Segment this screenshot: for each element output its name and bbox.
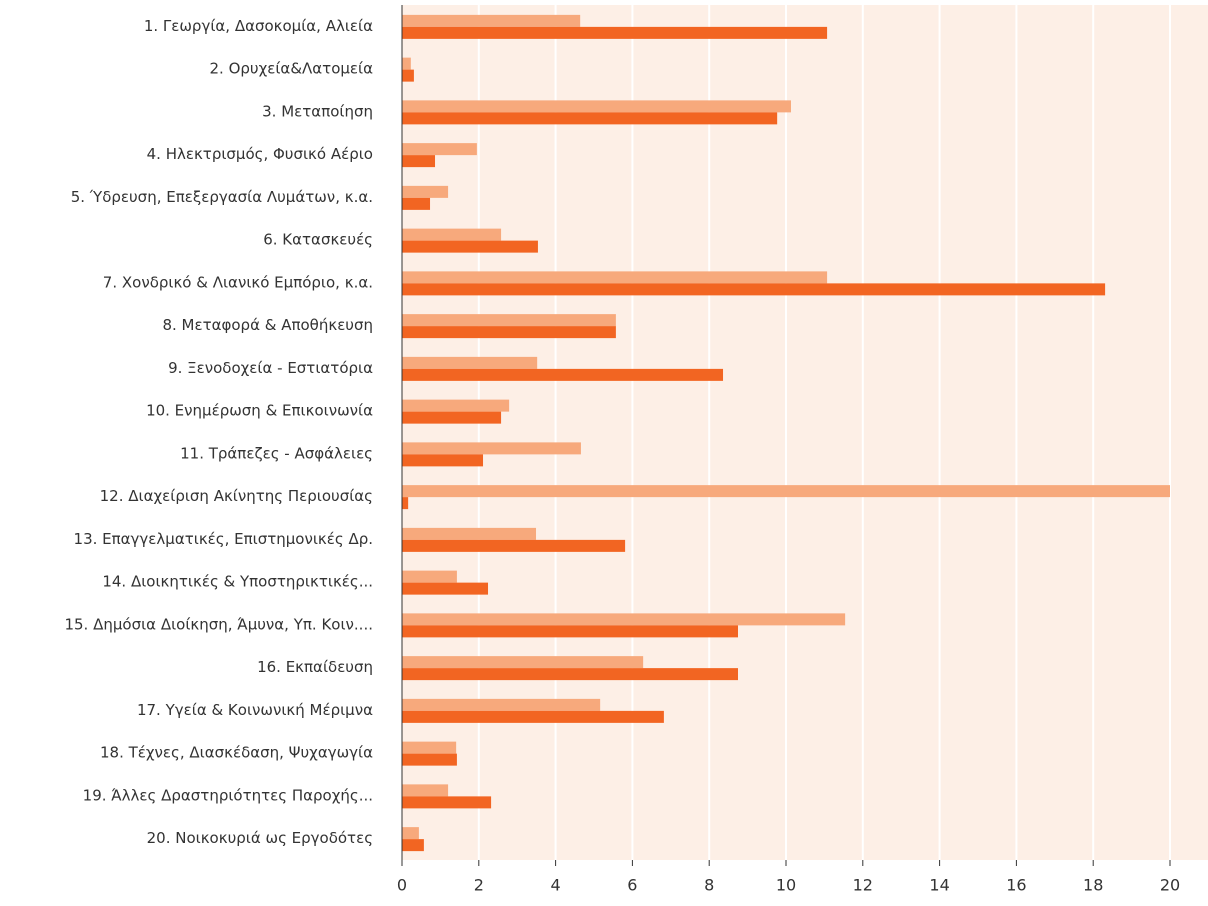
x-tick-label: 0 bbox=[397, 876, 407, 895]
y-tick-label: 19. Άλλες Δραστηριότητες Παροχής... bbox=[83, 786, 373, 804]
y-tick-label: 6. Κατασκευές bbox=[263, 231, 373, 249]
bar bbox=[402, 839, 424, 852]
y-tick-label: 1. Γεωργία, Δασοκομία, Αλιεία bbox=[144, 17, 373, 35]
y-tick-label: 9. Ξενοδοχεία - Εστιατόρια bbox=[168, 359, 373, 377]
bar bbox=[402, 26, 828, 39]
bar bbox=[402, 112, 778, 125]
x-tick-label: 10 bbox=[776, 876, 796, 895]
bar bbox=[402, 741, 457, 754]
bar bbox=[402, 796, 492, 809]
bar bbox=[402, 582, 489, 595]
bar bbox=[402, 668, 738, 681]
y-tick-label: 2. Ορυχεία&Λατομεία bbox=[210, 60, 374, 78]
bar bbox=[402, 57, 411, 70]
bar bbox=[402, 485, 1170, 498]
y-tick-label: 10. Ενημέρωση & Επικοινωνία bbox=[146, 402, 373, 420]
y-tick-label: 7. Χονδρικό & Λιανικό Εμπόριο, κ.α. bbox=[103, 273, 373, 291]
x-tick-label: 18 bbox=[1083, 876, 1103, 895]
bar bbox=[402, 326, 616, 339]
bar bbox=[402, 155, 436, 168]
y-tick-label: 5. Ύδρευση, Επεξεργασία Λυμάτων, κ.α. bbox=[71, 188, 373, 206]
bar bbox=[402, 69, 414, 82]
bar bbox=[402, 197, 431, 210]
bar bbox=[402, 100, 791, 113]
bar bbox=[402, 784, 449, 797]
bar bbox=[402, 753, 457, 766]
bar bbox=[402, 454, 484, 467]
bar bbox=[402, 527, 537, 540]
y-tick-label: 17. Υγεία & Κοινωνική Μέριμνα bbox=[137, 701, 373, 719]
bar bbox=[402, 143, 477, 156]
y-tick-label: 8. Μεταφορά & Αποθήκευση bbox=[162, 316, 373, 334]
x-tick-label: 6 bbox=[627, 876, 637, 895]
y-tick-label: 14. Διοικητικές & Υποστηρικτικές... bbox=[102, 573, 373, 591]
x-tick-label: 16 bbox=[1006, 876, 1026, 895]
bar bbox=[402, 710, 664, 723]
y-tick-label: 15. Δημόσια Διοίκηση, Άμυνα, Υπ. Κοιν...… bbox=[64, 615, 373, 633]
bar bbox=[402, 271, 828, 284]
bar bbox=[402, 399, 510, 412]
y-tick-label: 13. Επαγγελματικές, Επιστημονικές Δρ. bbox=[74, 530, 373, 548]
bar bbox=[402, 497, 409, 510]
bar bbox=[402, 14, 581, 27]
bar bbox=[402, 625, 738, 638]
y-tick-label: 11. Τράπεζες - Ασφάλειες bbox=[180, 444, 373, 462]
x-tick-label: 20 bbox=[1160, 876, 1180, 895]
bar bbox=[402, 698, 601, 711]
x-tick-label: 4 bbox=[551, 876, 561, 895]
y-tick-label: 20. Νοικοκυριά ως Εργοδότες bbox=[147, 829, 373, 847]
y-tick-label: 18. Τέχνες, Διασκέδαση, Ψυχαγωγία bbox=[100, 744, 373, 762]
bar bbox=[402, 613, 846, 626]
bar bbox=[402, 240, 538, 253]
plot-background bbox=[402, 5, 1208, 860]
y-tick-label: 12. Διαχείριση Ακίνητης Περιουσίας bbox=[100, 487, 373, 505]
x-tick-label: 8 bbox=[704, 876, 714, 895]
y-tick-label: 4. Ηλεκτρισμός, Φυσικό Αέριο bbox=[147, 145, 373, 163]
y-tick-label: 3. Μεταποίηση bbox=[262, 102, 373, 120]
x-tick-label: 14 bbox=[929, 876, 949, 895]
bar bbox=[402, 570, 457, 583]
bar bbox=[402, 411, 502, 424]
bar bbox=[402, 827, 419, 840]
bar bbox=[402, 368, 724, 381]
bar bbox=[402, 539, 626, 552]
bar bbox=[402, 314, 616, 327]
bar bbox=[402, 283, 1106, 296]
x-tick-label: 12 bbox=[853, 876, 873, 895]
bar bbox=[402, 442, 581, 455]
bar bbox=[402, 656, 644, 669]
bar bbox=[402, 356, 538, 369]
bar bbox=[402, 228, 502, 241]
bar bbox=[402, 185, 449, 198]
x-tick-label: 2 bbox=[474, 876, 484, 895]
y-tick-label: 16. Εκπαίδευση bbox=[257, 658, 373, 676]
